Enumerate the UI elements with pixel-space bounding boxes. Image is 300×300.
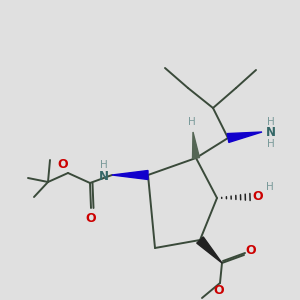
Text: H: H bbox=[266, 182, 274, 192]
Text: N: N bbox=[266, 127, 276, 140]
Polygon shape bbox=[112, 170, 148, 179]
Text: O: O bbox=[58, 158, 68, 172]
Text: H: H bbox=[267, 117, 275, 127]
Polygon shape bbox=[193, 132, 200, 158]
Text: O: O bbox=[246, 244, 256, 257]
Text: O: O bbox=[86, 212, 96, 224]
Text: O: O bbox=[214, 284, 224, 296]
Text: O: O bbox=[253, 190, 263, 202]
Text: H: H bbox=[100, 160, 108, 170]
Polygon shape bbox=[197, 237, 222, 263]
Text: N: N bbox=[99, 169, 109, 182]
Polygon shape bbox=[227, 132, 262, 142]
Text: H: H bbox=[188, 117, 196, 127]
Text: H: H bbox=[267, 139, 275, 149]
